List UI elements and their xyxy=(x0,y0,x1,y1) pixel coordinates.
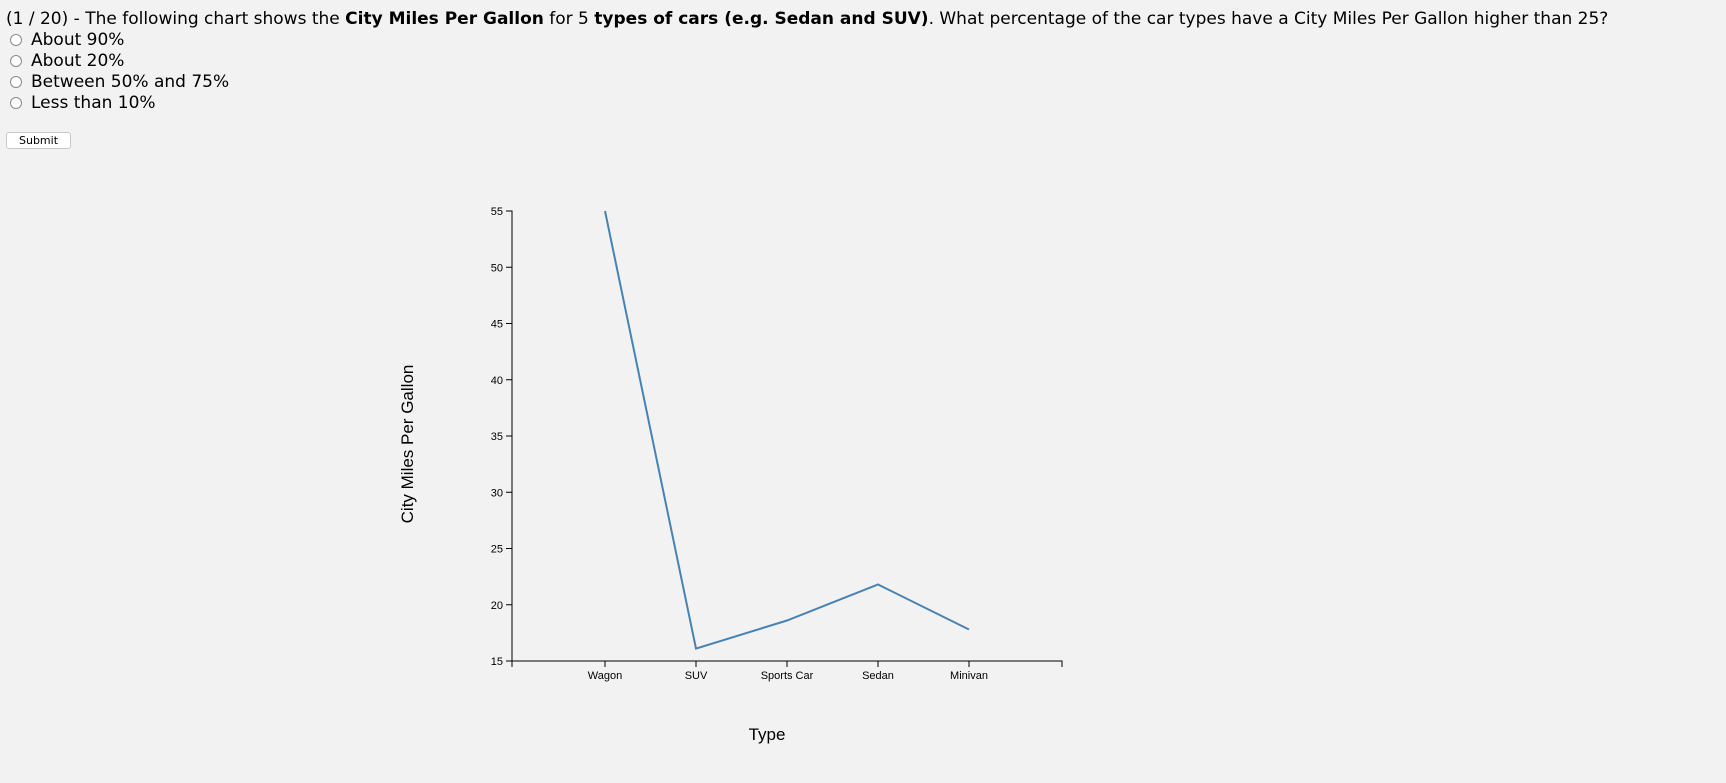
x-tick-label: SUV xyxy=(685,670,708,682)
y-axis: 15 20 25 30 35 40 45 50 55 xyxy=(491,206,513,668)
answer-option[interactable]: Between 50% and 75% xyxy=(10,71,229,92)
y-tick-label: 25 xyxy=(491,544,503,556)
radio-button[interactable] xyxy=(10,54,22,67)
x-axis: Wagon SUV Sports Car Sedan Minivan xyxy=(511,660,1063,682)
x-tick-label: Sports Car xyxy=(761,670,814,682)
axis-titles: Type City Miles Per Gallon xyxy=(398,365,785,744)
answer-option-label: Less than 10% xyxy=(31,92,156,113)
question-bold-measure: City Miles Per Gallon xyxy=(345,9,544,29)
x-tick-label: Wagon xyxy=(588,670,622,682)
y-tick-label: 15 xyxy=(491,656,503,668)
question-suffix: . What percentage of the car types have … xyxy=(928,9,1609,29)
x-tick-label: Sedan xyxy=(862,670,894,682)
answer-option[interactable]: About 90% xyxy=(10,29,229,50)
submit-button[interactable]: Submit xyxy=(6,132,71,149)
answer-option[interactable]: Less than 10% xyxy=(10,92,229,113)
question-mid: for 5 xyxy=(543,9,595,29)
question-prefix: (1 / 20) - The following chart shows the xyxy=(6,9,346,29)
y-tick-label: 35 xyxy=(491,431,503,443)
answer-option-label: Between 50% and 75% xyxy=(31,71,230,92)
chart-series xyxy=(604,210,970,650)
x-tick-label: Minivan xyxy=(950,670,988,682)
radio-button[interactable] xyxy=(10,96,22,109)
y-tick-label: 30 xyxy=(491,487,503,499)
answer-option-label: About 20% xyxy=(31,50,125,71)
answer-options: About 90% About 20% Between 50% and 75% … xyxy=(10,29,229,113)
y-axis-title: City Miles Per Gallon xyxy=(398,365,417,524)
y-tick-label: 40 xyxy=(491,375,503,387)
y-tick-label: 55 xyxy=(491,206,503,218)
y-tick-label: 50 xyxy=(491,262,503,274)
y-tick-label: 20 xyxy=(491,600,503,612)
answer-option-label: About 90% xyxy=(31,29,125,50)
radio-button[interactable] xyxy=(10,33,22,46)
question-text: (1 / 20) - The following chart shows the… xyxy=(6,8,1608,30)
question-bold-dimension: types of cars (e.g. Sedan and SUV) xyxy=(594,9,929,29)
radio-button[interactable] xyxy=(10,75,22,88)
answer-option[interactable]: About 20% xyxy=(10,50,229,71)
x-axis-title: Type xyxy=(749,725,786,744)
y-tick-label: 45 xyxy=(491,319,503,331)
series-line xyxy=(604,210,970,650)
